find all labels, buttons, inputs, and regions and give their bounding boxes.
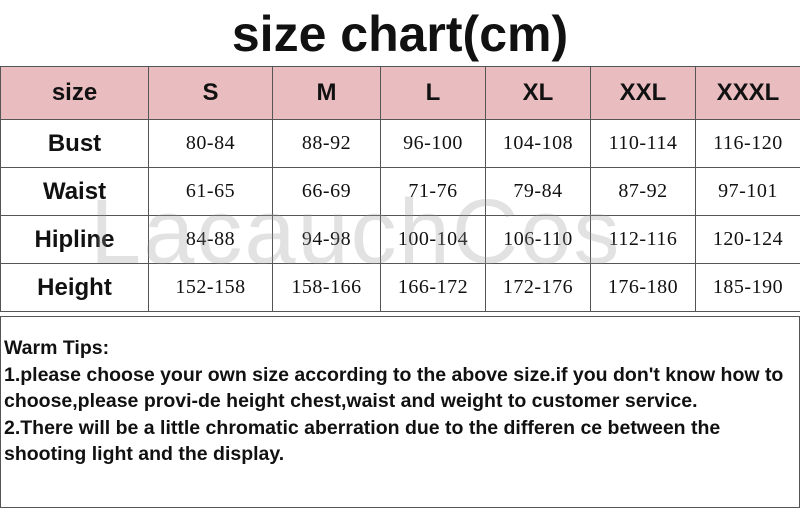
table-cell: 79-84 <box>485 167 591 216</box>
table-cell: 106-110 <box>485 215 591 264</box>
header-cell: S <box>148 66 273 120</box>
header-cell: XL <box>485 66 591 120</box>
table-cell: 97-101 <box>695 167 800 216</box>
table-row: Waist 61-65 66-69 71-76 79-84 87-92 97-101 <box>0 167 800 216</box>
table-cell: 120-124 <box>695 215 800 264</box>
row-label: Hipline <box>0 215 149 264</box>
size-table: size S M L XL XXL XXXL Bust 80-84 88-92 96-100 104-… <box>0 66 800 312</box>
row-label: Height <box>0 263 149 312</box>
table-body: size S M L XL XXL XXXL Bust 80-84 88-92 96-100 104-… <box>0 66 800 312</box>
table-cell: 116-120 <box>695 119 800 168</box>
table-cell: 66-69 <box>272 167 381 216</box>
header-cell: XXL <box>590 66 696 120</box>
table-row: Bust 80-84 88-92 96-100 104-108 110-114 116-12… <box>0 119 800 168</box>
table-cell: 104-108 <box>485 119 591 168</box>
table-cell: 96-100 <box>380 119 486 168</box>
header-cell: size <box>0 66 149 120</box>
row-label: Bust <box>0 119 149 168</box>
table-cell: 61-65 <box>148 167 273 216</box>
table-row: Hipline 84-88 94-98 100-104 106-110 112-116 12… <box>0 215 800 264</box>
table-cell: 158-166 <box>272 263 381 312</box>
header-cell: L <box>380 66 486 120</box>
table-cell: 87-92 <box>590 167 696 216</box>
table-cell: 100-104 <box>380 215 486 264</box>
table-cell: 172-176 <box>485 263 591 312</box>
table-cell: 94-98 <box>272 215 381 264</box>
table-cell: 71-76 <box>380 167 486 216</box>
table-cell: 110-114 <box>590 119 696 168</box>
table-cell: 84-88 <box>148 215 273 264</box>
table-cell: 176-180 <box>590 263 696 312</box>
header-cell: XXXL <box>695 66 800 120</box>
table-cell: 112-116 <box>590 215 696 264</box>
table-cell: 88-92 <box>272 119 381 168</box>
table-cell: 80-84 <box>148 119 273 168</box>
tips-box: Warm Tips: 1.please choose your own size… <box>0 316 800 508</box>
table-cell: 152-158 <box>148 263 273 312</box>
tip-item: 1.please choose your own size according … <box>4 363 784 413</box>
table-row: Height 152-158 158-166 166-172 172-176 176-18… <box>0 263 800 312</box>
row-label: Waist <box>0 167 149 216</box>
tip-item: 2.There will be a little chromatic aberr… <box>4 416 721 466</box>
title: size chart(cm) <box>231 6 569 62</box>
table-cell: 166-172 <box>380 263 486 312</box>
tips-heading: Warm Tips: <box>4 337 110 359</box>
table-cell: 185-190 <box>695 263 800 312</box>
header-cell: M <box>272 66 381 120</box>
header-row: size S M L XL XXL XXXL <box>0 66 800 120</box>
